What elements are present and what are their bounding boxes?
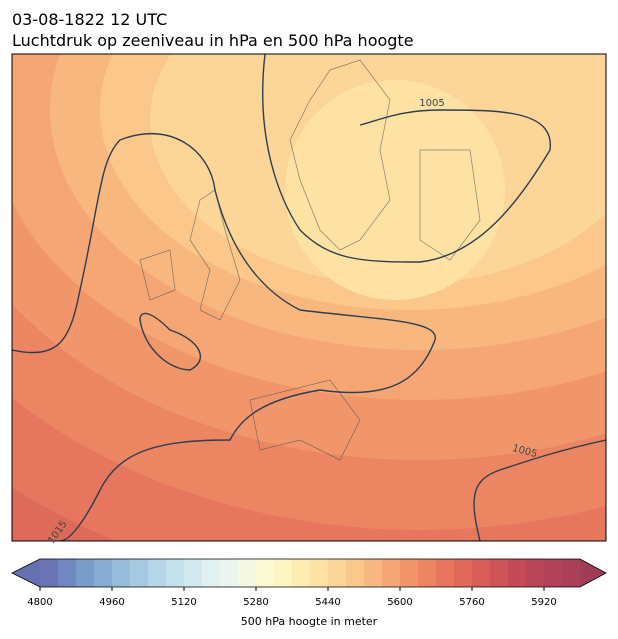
- colorbar-swatch: [148, 559, 167, 587]
- colorbar-swatch: [256, 559, 275, 587]
- colorbar-tick-label: 4960: [99, 597, 124, 608]
- colorbar-swatch: [526, 559, 545, 587]
- colorbar-label: 500 hPa hoogte in meter: [241, 615, 378, 628]
- colorbar-swatch: [112, 559, 131, 587]
- colorbar-swatch: [94, 559, 113, 587]
- colorbar-swatch: [40, 559, 59, 587]
- colorbar-swatch: [400, 559, 419, 587]
- colorbar-tick-label: 5760: [459, 597, 484, 608]
- colorbar-outline: [11, 558, 607, 588]
- colorbar-swatch: [490, 559, 509, 587]
- colorbar-swatch: [436, 559, 455, 587]
- colorbar-tick-label: 5280: [243, 597, 268, 608]
- colorbar-swatch: [454, 559, 473, 587]
- colorbar-tick-label: 5920: [531, 597, 556, 608]
- colorbar-swatch: [310, 559, 329, 587]
- colorbar-swatch: [544, 559, 563, 587]
- colorbar-swatch: [130, 559, 149, 587]
- map-frame: [11, 53, 607, 542]
- colorbar-extend-under: [12, 559, 40, 587]
- colorbar-swatch: [238, 559, 257, 587]
- colorbar-swatch: [346, 559, 365, 587]
- map-title: Luchtdruk op zeeniveau in hPa en 500 hPa…: [12, 31, 414, 50]
- colorbar-swatch: [562, 559, 581, 587]
- colorbar-swatch: [220, 559, 239, 587]
- date-title: 03-08-1822 12 UTC: [12, 10, 167, 29]
- colorbar-swatch: [508, 559, 527, 587]
- colorbar-swatch: [292, 559, 311, 587]
- colorbar-tick-label: 5600: [387, 597, 412, 608]
- colorbar-tick-label: 5440: [315, 597, 340, 608]
- colorbar-swatch: [382, 559, 401, 587]
- colorbar-swatch: [184, 559, 203, 587]
- contour-label: 1005: [419, 98, 444, 109]
- colorbar-swatch: [202, 559, 221, 587]
- colorbar-swatch: [166, 559, 185, 587]
- colorbar-swatch: [58, 559, 77, 587]
- colorbar-swatch: [418, 559, 437, 587]
- colorbar-swatch: [274, 559, 293, 587]
- colorbar-swatch: [364, 559, 383, 587]
- colorbar-swatch: [472, 559, 491, 587]
- colorbar: 4800 4960 5120 5280 5440 5600 5760 5920: [11, 558, 607, 608]
- colorbar-swatch: [328, 559, 347, 587]
- colorbar-extend-over: [580, 559, 606, 587]
- colorbar-tick-label: 4800: [27, 597, 52, 608]
- colorbar-tick-label: 5120: [171, 597, 196, 608]
- colorbar-swatch: [76, 559, 95, 587]
